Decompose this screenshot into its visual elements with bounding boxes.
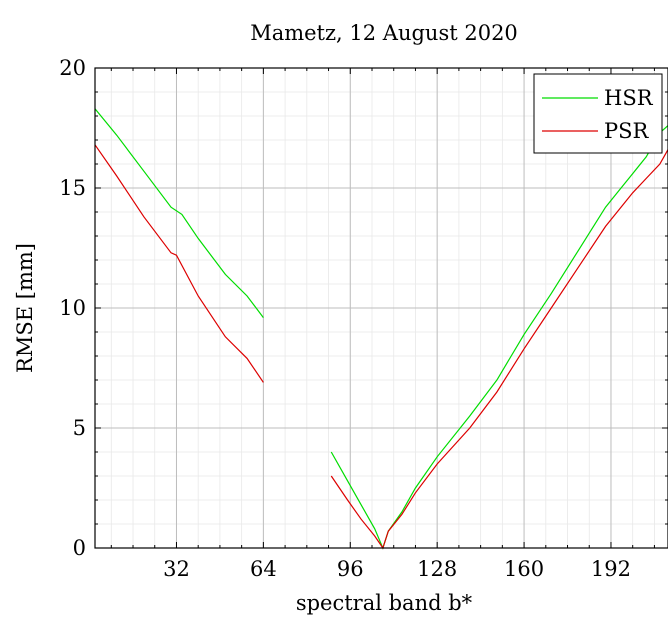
y-tick-label: 10 <box>59 296 86 320</box>
y-tick-label: 5 <box>73 416 86 440</box>
series-line-hsr <box>330 125 668 550</box>
legend-label-hsr: HSR <box>604 86 654 110</box>
series-line-psr <box>330 149 668 550</box>
x-tick-label: 160 <box>504 557 544 581</box>
x-tick-label: 128 <box>417 557 457 581</box>
y-tick-label: 0 <box>73 536 86 560</box>
x-tick-label: 96 <box>337 557 364 581</box>
legend-label-psr: PSR <box>604 119 650 143</box>
x-tick-label: 192 <box>591 557 631 581</box>
y-axis-label: RMSE [mm] <box>13 243 37 373</box>
legend-box <box>533 73 663 154</box>
x-tick-label: 32 <box>163 557 190 581</box>
y-tick-label: 20 <box>59 56 86 80</box>
legend: HSR PSR <box>533 73 663 154</box>
x-axis-label: spectral band b* <box>296 591 473 615</box>
series-line-psr <box>94 144 264 383</box>
series-line-hsr <box>94 108 264 318</box>
x-tick-label: 64 <box>250 557 277 581</box>
y-tick-label: 15 <box>59 176 86 200</box>
series-layer <box>94 108 668 550</box>
x-axis-label-text: spectral band b* <box>296 591 473 615</box>
x-tick-labels: 32 64 96 128 160 192 <box>163 557 631 581</box>
y-tick-labels: 0 5 10 15 20 <box>59 56 86 560</box>
chart-title: Mametz, 12 August 2020 <box>250 21 518 45</box>
